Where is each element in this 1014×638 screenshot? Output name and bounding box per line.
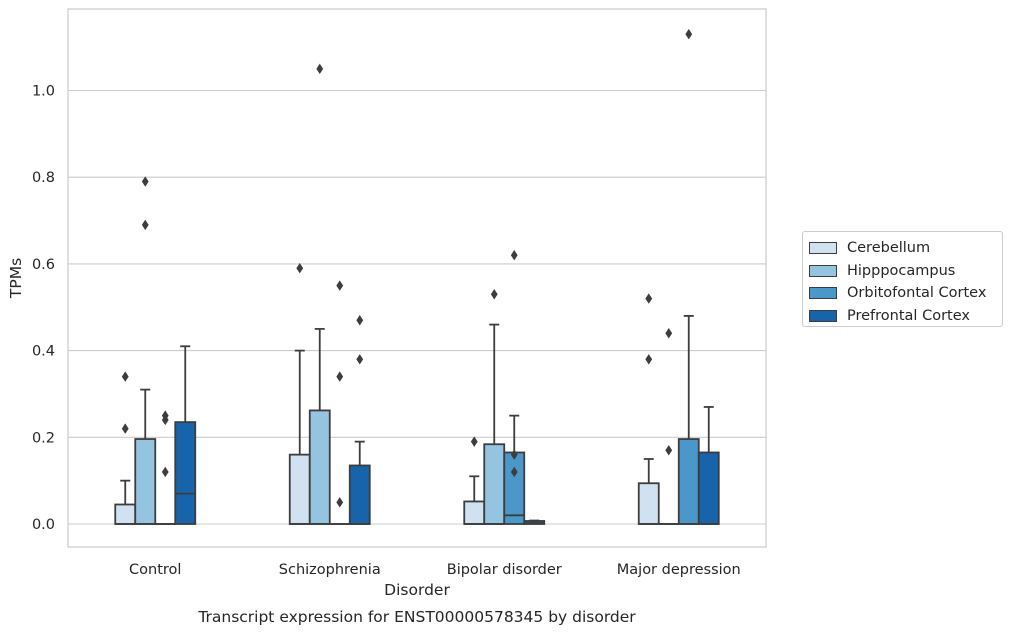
outlier-point <box>122 423 129 433</box>
box-body <box>504 452 524 524</box>
box-body <box>290 455 310 524</box>
box-body <box>115 504 135 524</box>
outlier-point <box>142 220 149 230</box>
legend-item-prefrontal-cortex: Prefrontal Cortex <box>809 305 1002 328</box>
chart-caption: Transcript expression for ENST0000057834… <box>197 608 636 626</box>
outlier-point <box>162 467 169 477</box>
legend-swatch-cerebellum <box>809 242 837 254</box>
outlier-point <box>336 371 343 381</box>
legend-item-cerebellum: Cerebellum <box>809 237 1002 260</box>
outlier-point <box>316 64 323 74</box>
box-body <box>484 444 504 524</box>
outlier-point <box>122 371 129 381</box>
outlier-point <box>665 328 672 338</box>
box-prefrontal-cortex <box>175 346 195 524</box>
x-tick-label: Control <box>129 562 181 578</box>
box-hipppocampus <box>135 390 155 524</box>
box-body <box>679 439 699 524</box>
legend-label-cerebellum: Cerebellum <box>847 240 930 256</box>
box-orbitofontal-cortex <box>679 316 699 524</box>
box-prefrontal-cortex <box>524 521 544 524</box>
plot-frame <box>68 9 766 547</box>
box-body <box>464 501 484 524</box>
box-prefrontal-cortex <box>699 407 719 524</box>
outlier-point <box>645 354 652 364</box>
box-body <box>175 422 195 524</box>
y-tick-label: 0.6 <box>32 257 55 273</box>
legend-label-prefrontal-cortex: Prefrontal Cortex <box>847 308 970 324</box>
outlier-point <box>645 293 652 303</box>
outlier-point <box>142 176 149 186</box>
x-tick-label: Schizophrenia <box>279 562 381 578</box>
outlier-point <box>665 445 672 455</box>
outlier-point <box>471 436 478 446</box>
box-body <box>350 465 370 524</box>
outlier-point <box>685 29 692 39</box>
box-hipppocampus <box>310 329 330 524</box>
box-cerebellum <box>115 481 135 524</box>
legend-swatch-orbitofrontal-cortex <box>809 287 837 299</box>
x-axis-label: Disorder <box>384 581 450 599</box>
legend-label-orbitofrontal-cortex: Orbitofontal Cortex <box>847 285 986 301</box>
outlier-point <box>336 280 343 290</box>
legend-swatch-prefrontal-cortex <box>809 310 837 322</box>
box-prefrontal-cortex <box>350 442 370 524</box>
outlier-point <box>356 315 363 325</box>
box-hipppocampus <box>484 325 504 524</box>
box-cerebellum <box>464 476 484 524</box>
y-tick-label: 0.8 <box>32 170 55 186</box>
y-tick-label: 0.4 <box>32 344 55 360</box>
legend-item-orbitofrontal-cortex: Orbitofontal Cortex <box>809 282 1002 305</box>
y-tick-label: 0.2 <box>32 430 55 446</box>
y-axis-label: TPMs <box>7 258 25 299</box>
legend-item-hippocampus: Hipppocampus <box>809 260 1002 283</box>
outlier-point <box>511 250 518 260</box>
box-body <box>310 410 330 524</box>
legend-swatch-hippocampus <box>809 265 837 277</box>
box-body <box>639 483 659 524</box>
legend: Cerebellum Hipppocampus Orbitofontal Cor… <box>802 231 1003 327</box>
box-body <box>135 439 155 524</box>
legend-label-hippocampus: Hipppocampus <box>847 263 955 279</box>
box-body <box>699 452 719 524</box>
outlier-point <box>356 354 363 364</box>
x-tick-label: Major depression <box>617 562 741 578</box>
y-tick-label: 1.0 <box>32 84 55 100</box>
outlier-point <box>336 497 343 507</box>
x-tick-label: Bipolar disorder <box>447 562 562 578</box>
outlier-point <box>296 263 303 273</box>
box-cerebellum <box>639 459 659 524</box>
outlier-point <box>491 289 498 299</box>
y-tick-label: 0.0 <box>32 517 55 533</box>
